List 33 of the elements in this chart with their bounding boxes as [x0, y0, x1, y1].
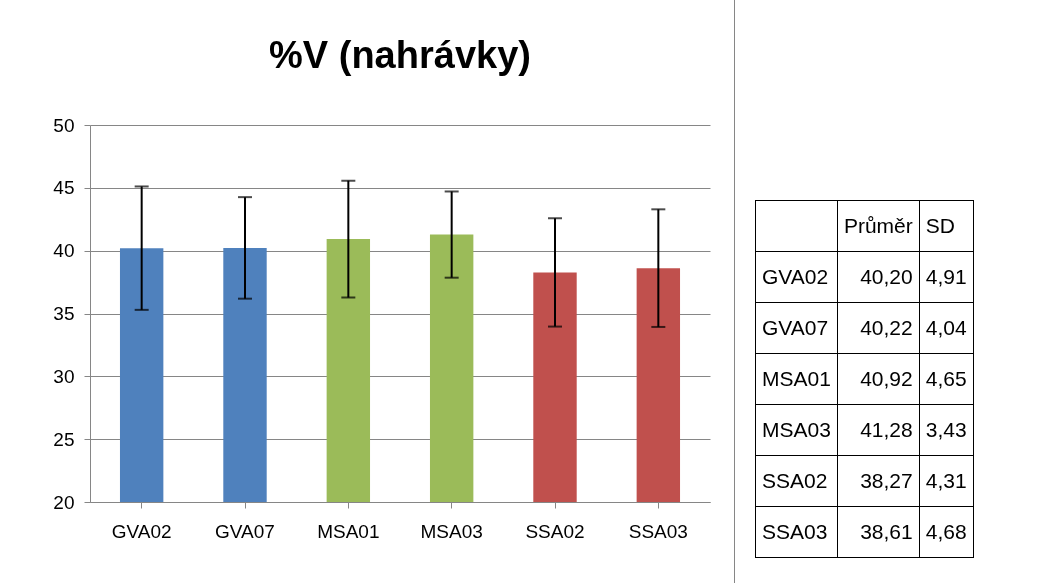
text: 40,92: [837, 353, 920, 405]
text: 38,61: [837, 506, 920, 558]
y-tick-label: 40: [53, 240, 75, 262]
category-label: GVA02: [762, 265, 829, 288]
category-label: GVA07: [762, 316, 829, 339]
chart-title: %V (nahrávky): [269, 34, 531, 76]
text: 38,27: [837, 455, 920, 507]
text: 4,65: [919, 353, 974, 405]
category-label: MSA03: [762, 418, 831, 441]
x-tick-label: GVA07: [215, 520, 275, 542]
text: 4,31: [919, 455, 974, 507]
x-tick-label: SSA03: [628, 520, 688, 542]
text: 4,68: [919, 506, 974, 558]
x-tick-label: SSA02: [525, 520, 585, 542]
y-tick-label: 50: [53, 114, 75, 136]
category-label: SSA02: [762, 469, 828, 492]
text: SD: [919, 200, 974, 252]
x-tick-label: GVA02: [111, 520, 172, 542]
y-tick-label: 35: [53, 303, 75, 324]
text: 40,22: [837, 302, 920, 354]
text: 4,91: [919, 251, 974, 303]
y-tick-label: 20: [53, 491, 75, 513]
text: 4,04: [919, 302, 974, 354]
text: 40,20: [837, 251, 920, 303]
y-tick-label: 30: [53, 365, 75, 387]
category-label: MSA01: [762, 367, 831, 390]
x-tick-label: MSA03: [420, 520, 483, 542]
text: Průměr: [837, 200, 920, 252]
x-tick-label: MSA01: [317, 520, 380, 542]
text: 3,43: [919, 404, 974, 456]
y-tick-label: 45: [53, 177, 75, 199]
text: 41,28: [837, 404, 920, 456]
y-tick-label: 25: [53, 428, 75, 450]
